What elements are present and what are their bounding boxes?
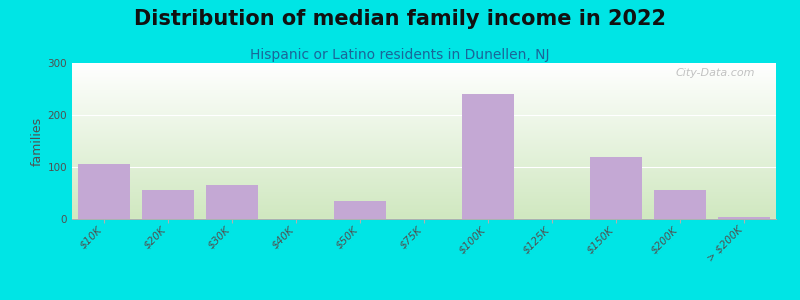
Bar <box>590 157 642 219</box>
Bar <box>78 164 130 219</box>
Text: Distribution of median family income in 2022: Distribution of median family income in … <box>134 9 666 29</box>
Bar <box>462 94 514 219</box>
Bar <box>718 218 770 219</box>
Text: Hispanic or Latino residents in Dunellen, NJ: Hispanic or Latino residents in Dunellen… <box>250 48 550 62</box>
Bar <box>334 201 386 219</box>
Bar <box>654 190 706 219</box>
Y-axis label: families: families <box>30 116 43 166</box>
Bar <box>206 185 258 219</box>
Bar <box>142 190 194 219</box>
Text: City-Data.com: City-Data.com <box>675 68 755 78</box>
